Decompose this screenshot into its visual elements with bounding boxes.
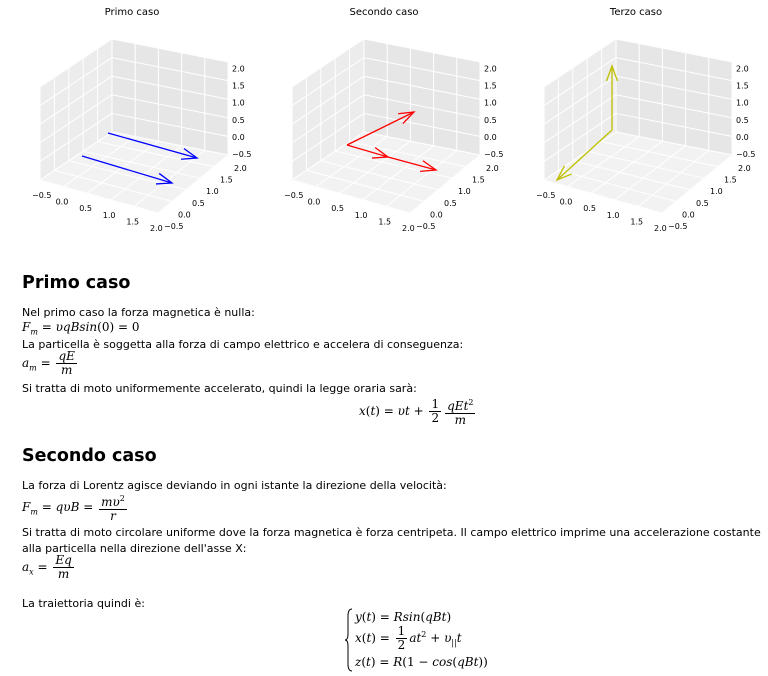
arrow-head xyxy=(555,165,573,182)
x-tick-label: 1.0 xyxy=(355,211,368,220)
equation-z: z(t) = R(1 − cos(qBt)) xyxy=(355,655,488,669)
z-tick-label: 0.0 xyxy=(736,133,749,142)
x-tick-label: −0.5 xyxy=(284,191,303,200)
x-tick-label: 1.0 xyxy=(607,211,620,220)
y-tick-label: 1.5 xyxy=(220,176,233,185)
x-tick-label: 0.5 xyxy=(331,204,344,213)
arrow-head xyxy=(398,111,416,125)
y-tick-label: −0.5 xyxy=(164,222,183,231)
z-tick-label: 0.5 xyxy=(736,116,749,125)
x-tick-label: 1.5 xyxy=(126,217,139,226)
z-tick-label: 1.5 xyxy=(484,82,497,91)
x-tick-label: 1.0 xyxy=(103,211,116,220)
arrow-head xyxy=(155,172,174,185)
y-tick-label: −0.5 xyxy=(668,222,687,231)
x-tick-label: 2.0 xyxy=(150,224,163,233)
z-tick-label: 2.0 xyxy=(736,64,749,73)
x-tick-label: 0.0 xyxy=(308,198,321,207)
vector-arrow xyxy=(387,156,437,171)
paragraph: La particella è soggetta alla forza di c… xyxy=(22,338,464,351)
x-tick-label: 0.0 xyxy=(560,198,573,207)
formula-lorentz: Fm = qυB = mυ2 r xyxy=(22,494,127,523)
vector-arrow xyxy=(107,132,198,159)
formula-acceleration: am = qE m xyxy=(22,349,77,377)
z-tick-label: 0.0 xyxy=(232,133,245,142)
z-tick-label: 1.0 xyxy=(484,99,497,108)
x-tick-label: 1.5 xyxy=(630,217,643,226)
x-tick-label: 0.5 xyxy=(79,204,92,213)
paragraph: La forza di Lorentz agisce deviando in o… xyxy=(22,479,447,492)
y-tick-label: 0.5 xyxy=(192,199,205,208)
arrow-head xyxy=(180,148,199,160)
x-tick-label: 0.0 xyxy=(56,198,69,207)
x-tick-label: 0.5 xyxy=(583,204,596,213)
z-tick-label: 1.0 xyxy=(232,99,245,108)
y-tick-label: 0.0 xyxy=(178,210,191,219)
z-tick-label: 0.5 xyxy=(484,116,497,125)
paragraph: Si tratta di moto circolare uniforme dov… xyxy=(22,526,761,555)
y-tick-label: 1.0 xyxy=(710,187,723,196)
plot-1: −0.50.00.51.01.52.0 −0.50.00.51.01.52.0−0… xyxy=(32,7,251,233)
z-tick-label: 0.0 xyxy=(484,133,497,142)
y-tick-label: 0.0 xyxy=(430,210,443,219)
y-tick-label: 1.5 xyxy=(724,176,737,185)
section-title-primo-caso: Primo caso xyxy=(22,273,131,293)
y-tick-label: 0.5 xyxy=(696,199,709,208)
plot-title: Secondo caso xyxy=(349,7,418,18)
z-tick-label: −0.5 xyxy=(484,150,503,159)
y-tick-label: 2.0 xyxy=(234,164,247,173)
z-tick-label: 1.0 xyxy=(736,99,749,108)
y-tick-label: 1.0 xyxy=(206,187,219,196)
plot-3: −0.50.00.51.01.52.0 −0.50.00.51.01.52.0−0… xyxy=(536,7,755,233)
plot-title: Terzo caso xyxy=(609,7,662,18)
x-tick-label: 1.5 xyxy=(378,217,391,226)
vector-arrow xyxy=(346,111,415,146)
z-tick-label: 2.0 xyxy=(484,64,497,73)
z-tick-label: 0.5 xyxy=(232,116,245,125)
y-tick-label: 0.0 xyxy=(682,210,695,219)
arrow-head xyxy=(420,160,438,173)
section-title-secondo-caso: Secondo caso xyxy=(22,446,157,466)
arrow-head xyxy=(605,64,619,82)
plot-2: −0.50.00.51.01.52.0 −0.50.00.51.01.52.0−0… xyxy=(284,7,503,233)
paragraph: Si tratta di moto uniformemente accelera… xyxy=(22,382,417,395)
vector-arrow xyxy=(81,155,173,184)
equation-x: x(t) = 1 2 at2 + υ||t xyxy=(355,624,462,652)
z-tick-label: 1.5 xyxy=(232,82,245,91)
x-tick-label: 2.0 xyxy=(654,224,667,233)
z-tick-label: 2.0 xyxy=(232,64,245,73)
z-tick-label: −0.5 xyxy=(736,150,755,159)
z-tick-label: −0.5 xyxy=(232,150,251,159)
equation-y: y(t) = Rsin(qBt) xyxy=(355,610,452,624)
y-tick-label: −0.5 xyxy=(416,222,435,231)
plot-title: Primo caso xyxy=(105,7,160,18)
y-tick-label: 2.0 xyxy=(738,164,751,173)
y-tick-label: 0.5 xyxy=(444,199,457,208)
paragraph: Nel primo caso la forza magnetica è null… xyxy=(22,306,255,319)
plots-area: −0.50.00.51.01.52.0 −0.50.00.51.01.52.0−0… xyxy=(32,7,755,233)
vector-arrow xyxy=(556,129,613,181)
formula-law-of-motion: x(t) = υt + 1 2 qEt2 m xyxy=(359,397,476,427)
formula-ax: ax = Eq m xyxy=(22,553,74,581)
brace-icon xyxy=(345,608,353,672)
x-tick-label: −0.5 xyxy=(32,191,51,200)
vector-arrow xyxy=(346,144,389,158)
y-tick-label: 2.0 xyxy=(486,164,499,173)
x-tick-label: −0.5 xyxy=(536,191,555,200)
formula-fm-zero: Fm = υqBsin(0) = 0 xyxy=(22,320,140,337)
z-tick-label: 1.5 xyxy=(736,82,749,91)
paragraph: La traiettoria quindi è: xyxy=(22,597,145,610)
y-tick-label: 1.5 xyxy=(472,176,485,185)
x-tick-label: 2.0 xyxy=(402,224,415,233)
y-tick-label: 1.0 xyxy=(458,187,471,196)
